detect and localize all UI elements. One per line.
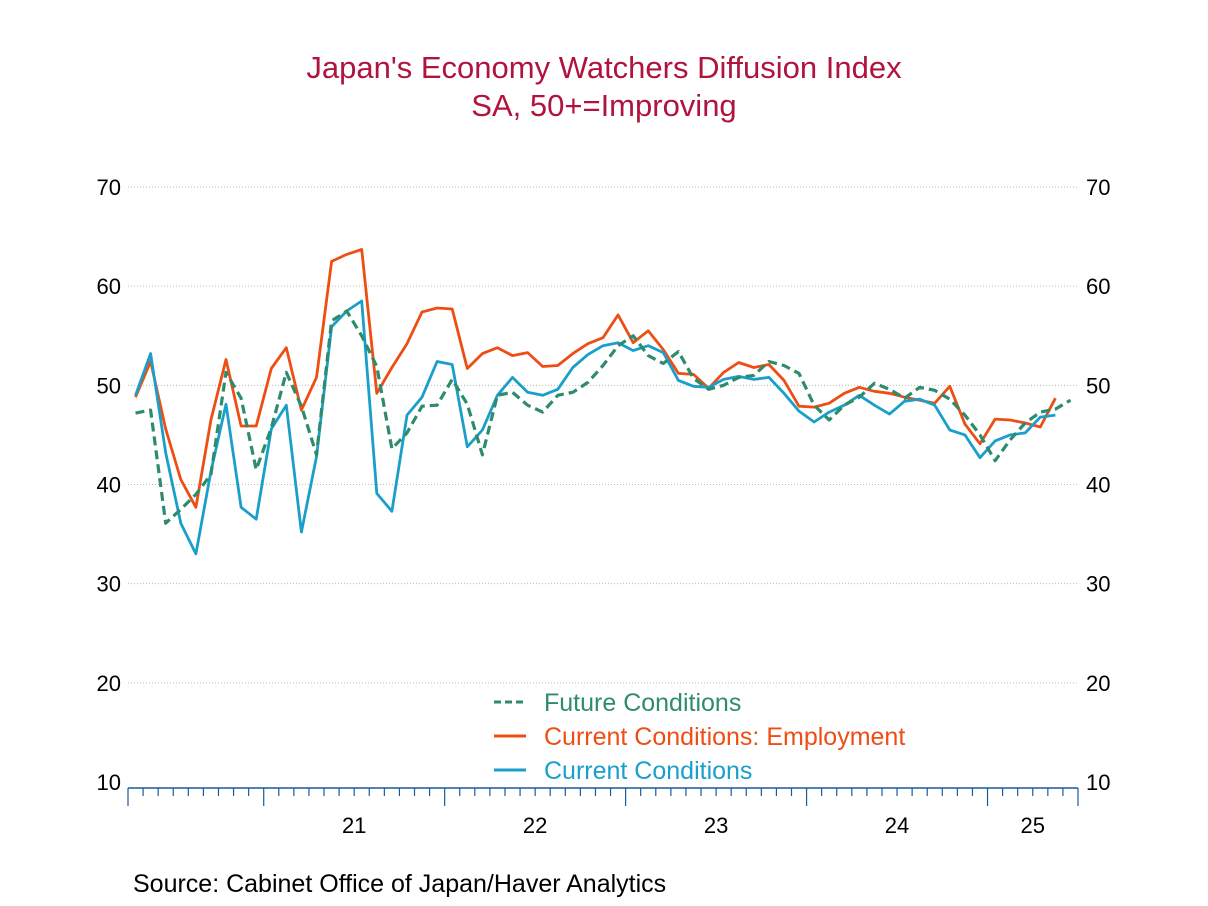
chart-subtitle: SA, 50+=Improving <box>471 88 737 123</box>
x-tick-label: 22 <box>523 813 547 838</box>
x-tick-label: 24 <box>885 813 909 838</box>
x-tick-label: 23 <box>704 813 728 838</box>
y-tick-label-left: 50 <box>97 373 121 398</box>
x-tick-label: 21 <box>342 813 366 838</box>
source-note: Source: Cabinet Office of Japan/Haver An… <box>133 870 667 898</box>
legend-label-current: Current Conditions <box>544 757 752 785</box>
y-tick-label-left: 70 <box>97 175 121 200</box>
y-tick-label-right: 10 <box>1086 770 1110 795</box>
y-tick-label-right: 30 <box>1086 572 1110 597</box>
y-tick-label-left: 10 <box>97 770 121 795</box>
y-tick-label-left: 40 <box>97 473 121 498</box>
legend-label-future: Future Conditions <box>544 689 741 717</box>
x-tick-label: 25 <box>1021 813 1045 838</box>
y-tick-label-left: 20 <box>97 671 121 696</box>
series-line-future <box>135 309 1072 525</box>
y-tick-label-left: 30 <box>97 572 121 597</box>
y-tick-label-right: 20 <box>1086 671 1110 696</box>
y-tick-label-left: 60 <box>97 274 121 299</box>
legend-label-employment: Current Conditions: Employment <box>544 723 905 751</box>
y-tick-label-right: 40 <box>1086 473 1110 498</box>
y-tick-label-right: 60 <box>1086 274 1110 299</box>
series-line-employment <box>134 248 1057 509</box>
y-tick-label-right: 70 <box>1086 175 1110 200</box>
y-tick-label-right: 50 <box>1086 373 1110 398</box>
series-line-current <box>134 299 1056 556</box>
chart-title: Japan's Economy Watchers Diffusion Index <box>306 50 902 85</box>
